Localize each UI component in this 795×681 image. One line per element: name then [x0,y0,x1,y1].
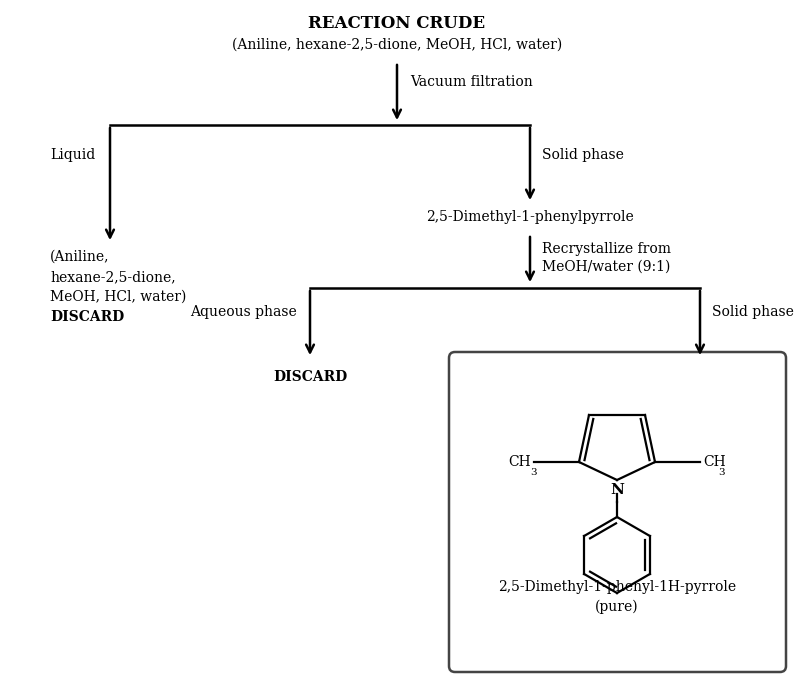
Text: DISCARD: DISCARD [273,370,347,384]
Text: Recrystallize from: Recrystallize from [542,242,671,256]
Text: 3: 3 [718,468,724,477]
Text: (Aniline, hexane-2,5-dione, MeOH, HCl, water): (Aniline, hexane-2,5-dione, MeOH, HCl, w… [232,38,562,52]
Text: (pure): (pure) [595,600,639,614]
Text: REACTION CRUDE: REACTION CRUDE [308,15,486,32]
Text: Solid phase: Solid phase [712,305,794,319]
Text: CH: CH [508,455,531,469]
FancyBboxPatch shape [449,352,786,672]
Text: 3: 3 [530,468,537,477]
Text: hexane-2,5-dione,: hexane-2,5-dione, [50,270,176,284]
Text: CH: CH [703,455,726,469]
Text: Vacuum filtration: Vacuum filtration [410,75,533,89]
Text: MeOH/water (9:1): MeOH/water (9:1) [542,260,670,274]
Text: MeOH, HCl, water): MeOH, HCl, water) [50,290,186,304]
Text: Liquid: Liquid [50,148,95,162]
Text: 2,5-Dimethyl-1-phenyl-1H-pyrrole: 2,5-Dimethyl-1-phenyl-1H-pyrrole [498,580,736,594]
Text: (Aniline,: (Aniline, [50,250,110,264]
Text: N: N [610,483,624,497]
Text: DISCARD: DISCARD [50,310,124,324]
Text: Solid phase: Solid phase [542,148,624,162]
Text: 2,5-Dimethyl-1-phenylpyrrole: 2,5-Dimethyl-1-phenylpyrrole [426,210,634,224]
Text: Aqueous phase: Aqueous phase [190,305,297,319]
